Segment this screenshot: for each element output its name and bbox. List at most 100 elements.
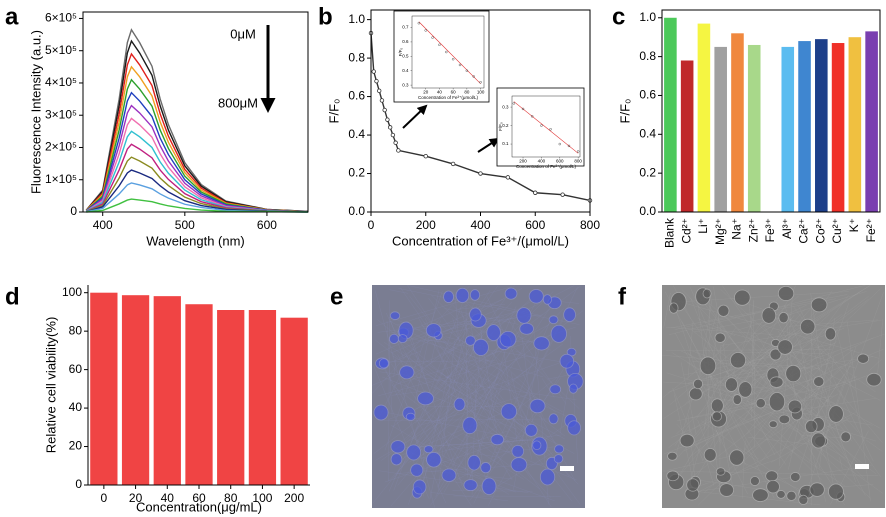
- texture: [750, 300, 755, 329]
- texture: [386, 321, 393, 417]
- cell: [765, 470, 779, 482]
- texture: [377, 418, 549, 421]
- texture: [690, 287, 735, 391]
- x-tick-label: Cd²⁺: [679, 218, 693, 244]
- texture: [799, 339, 811, 398]
- texture: [726, 316, 858, 463]
- data-point: [385, 117, 390, 122]
- bar: [747, 44, 761, 212]
- texture: [815, 363, 883, 443]
- x-tick-label: 600: [556, 159, 564, 164]
- cell: [397, 334, 408, 344]
- x-tick-label: Fe²⁺: [864, 218, 878, 242]
- texture: [420, 375, 449, 496]
- texture: [698, 306, 721, 495]
- texture: [421, 339, 452, 343]
- y-tick-label: 1×10⁵: [45, 172, 77, 186]
- data-point: [445, 50, 448, 54]
- texture: [390, 383, 497, 506]
- cell: [800, 318, 816, 335]
- bar: [697, 23, 711, 212]
- texture: [780, 402, 808, 455]
- texture: [689, 404, 769, 419]
- data-point: [374, 78, 379, 84]
- texture: [413, 358, 420, 364]
- bar: [248, 310, 277, 485]
- x-tick-label: 20: [423, 90, 429, 95]
- texture: [768, 303, 866, 496]
- cell: [766, 479, 780, 494]
- cell: [752, 488, 769, 502]
- x-tick-label: 40: [437, 90, 443, 95]
- texture: [411, 431, 422, 451]
- texture: [741, 401, 787, 465]
- texture: [738, 417, 769, 460]
- texture: [512, 396, 566, 437]
- inset-arrow: [477, 137, 500, 153]
- texture: [663, 332, 797, 419]
- texture: [746, 295, 849, 435]
- texture: [795, 352, 835, 396]
- cell: [548, 315, 559, 325]
- data-point: [379, 98, 385, 103]
- cell: [810, 297, 828, 313]
- texture: [414, 439, 539, 448]
- texture: [398, 343, 563, 463]
- bar: [280, 317, 308, 485]
- texture: [465, 304, 468, 478]
- texture: [690, 297, 715, 356]
- texture: [397, 327, 576, 385]
- panel-letter: d: [5, 283, 20, 310]
- cell: [548, 413, 559, 425]
- data-line: [418, 21, 481, 84]
- cell: [405, 412, 416, 421]
- texture: [687, 321, 694, 379]
- texture: [457, 396, 552, 498]
- data-line: [86, 156, 309, 213]
- bar: [798, 41, 811, 213]
- texture: [771, 417, 850, 463]
- texture: [688, 376, 858, 448]
- x-tick-label: 600: [525, 218, 545, 232]
- texture: [481, 286, 578, 487]
- texture: [839, 365, 876, 393]
- y-tick-label: 0.8: [639, 49, 656, 63]
- cell: [486, 324, 501, 342]
- texture: [438, 340, 455, 491]
- panel-letter: a: [5, 3, 19, 30]
- cell: [840, 431, 852, 443]
- texture: [784, 304, 806, 362]
- cell: [549, 384, 562, 395]
- cell: [719, 483, 734, 497]
- texture: [772, 398, 877, 415]
- cell: [828, 405, 844, 423]
- x-axis-label: Concentration(μg/mL): [136, 499, 262, 514]
- cell: [729, 449, 745, 466]
- cell: [559, 353, 575, 369]
- cell: [703, 448, 717, 462]
- x-tick-label: 800: [580, 218, 600, 232]
- x-tick-label: Fe³⁺: [763, 218, 777, 242]
- texture: [800, 296, 869, 349]
- texture: [672, 387, 704, 461]
- data-line: [85, 130, 309, 213]
- cell: [778, 311, 789, 324]
- x-tick-label: Al³⁺: [780, 218, 794, 239]
- texture: [393, 358, 397, 378]
- texture: [391, 390, 427, 396]
- cell: [738, 381, 753, 398]
- cell: [417, 391, 434, 406]
- texture: [697, 318, 736, 336]
- data-line: [86, 182, 309, 213]
- texture: [487, 469, 508, 506]
- texture: [719, 314, 795, 414]
- data-line: [86, 198, 309, 213]
- cell: [798, 494, 809, 505]
- cell: [426, 451, 442, 468]
- texture: [429, 324, 467, 500]
- texture: [743, 402, 822, 481]
- texture: [478, 301, 513, 338]
- texture: [506, 305, 552, 374]
- x-tick-label: 600: [257, 218, 277, 232]
- cell: [790, 472, 801, 482]
